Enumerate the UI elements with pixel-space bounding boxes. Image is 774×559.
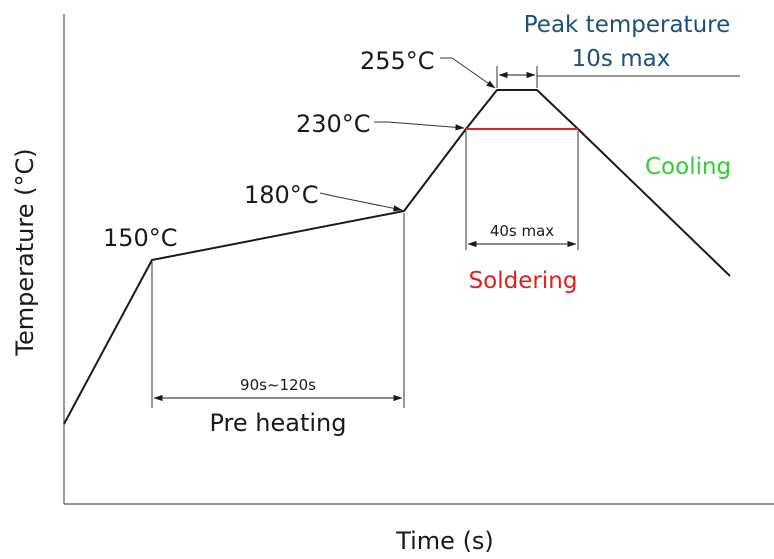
leader-230 bbox=[374, 121, 465, 131]
temp-label-150: 150°C bbox=[103, 224, 178, 252]
soldering-duration-label: 40s max bbox=[490, 222, 554, 240]
preheat-duration-label: 90s~120s bbox=[240, 376, 316, 394]
temp-label-255: 255°C bbox=[360, 47, 435, 75]
leader-255 bbox=[440, 57, 496, 89]
soldering-label: Soldering bbox=[469, 268, 578, 294]
peak-temperature-label: Peak temperature bbox=[524, 12, 731, 38]
y-axis-title: Temperature (°C) bbox=[11, 148, 39, 356]
preheat-label: Pre heating bbox=[210, 409, 347, 437]
leader-180 bbox=[319, 192, 403, 212]
temperature-profile-curve bbox=[63, 89, 731, 425]
cooling-label: Cooling bbox=[645, 154, 731, 180]
x-axis-title: Time (s) bbox=[395, 527, 494, 555]
temp-label-180: 180°C bbox=[244, 181, 319, 209]
peak-duration-label: 10s max bbox=[572, 46, 671, 72]
temp-label-230: 230°C bbox=[296, 110, 371, 138]
